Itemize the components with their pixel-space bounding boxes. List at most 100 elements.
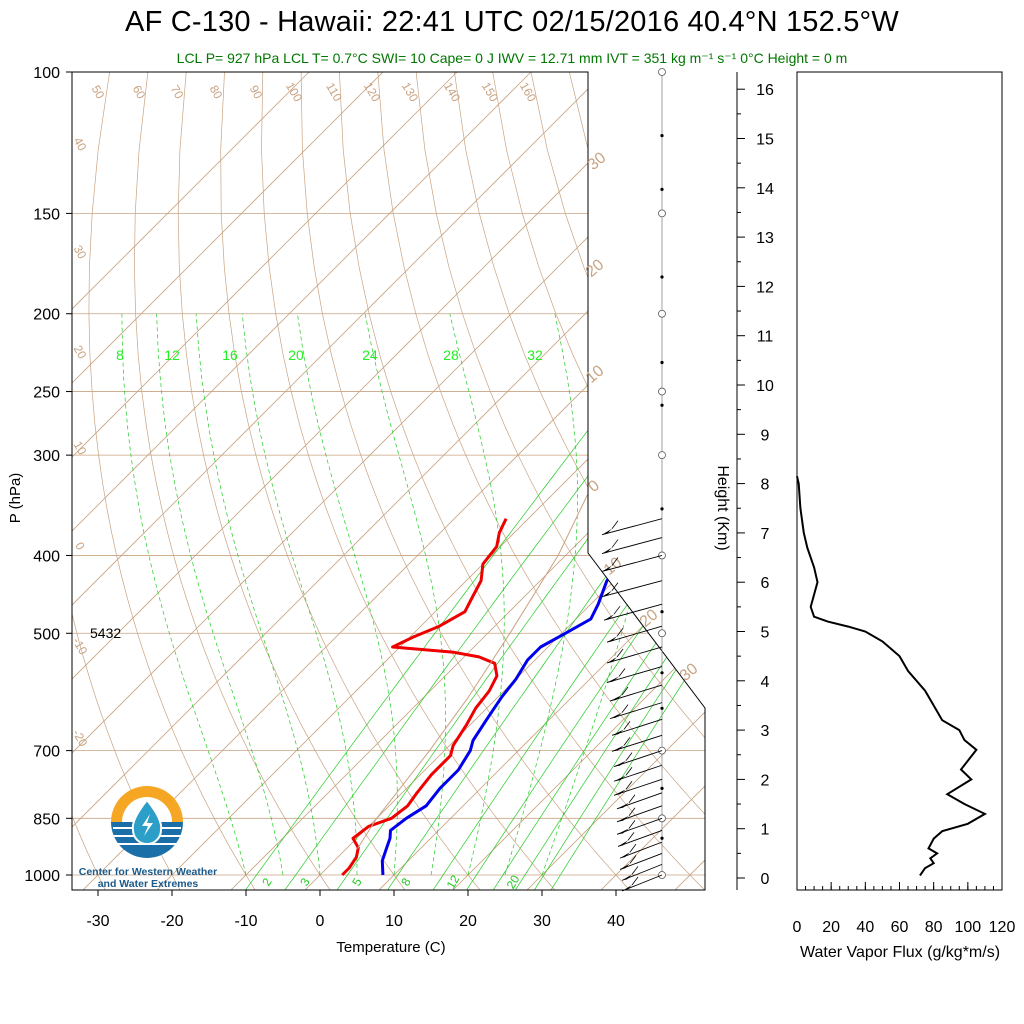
barb-dot bbox=[660, 507, 664, 511]
wind-barb-feather bbox=[611, 557, 619, 566]
wind-barb-flag bbox=[602, 547, 612, 554]
mixing-ratio-label: 32 bbox=[527, 347, 543, 363]
flux-frame bbox=[796, 71, 1003, 891]
theta-label-left: 30 bbox=[71, 243, 90, 262]
chart-title: AF C-130 - Hawaii: 22:41 UTC 02/15/2016 … bbox=[125, 6, 899, 38]
height-tick-label: 13 bbox=[756, 230, 774, 247]
flux-x-tick-label: 120 bbox=[989, 919, 1016, 936]
wind-barb-shaft bbox=[619, 853, 663, 870]
wind-barb-feather bbox=[611, 582, 619, 591]
theta-label-left: -20 bbox=[70, 727, 91, 749]
x-tick-label: -20 bbox=[160, 913, 183, 930]
y-axis-label: P (hPa) bbox=[7, 473, 24, 524]
wind-barb-feather bbox=[627, 832, 635, 841]
wind-barb-shaft bbox=[611, 718, 663, 736]
y-tick-label: 400 bbox=[33, 548, 60, 565]
chart-subtitle: LCL P= 927 hPa LCL T= 0.7°C SWI= 10 Cape… bbox=[176, 50, 848, 66]
x-tick-label: 30 bbox=[533, 913, 551, 930]
low-mixing-label: 20 bbox=[504, 872, 523, 891]
dry-adiabat-line bbox=[300, 72, 632, 890]
mixing-ratio-line bbox=[491, 313, 705, 890]
theta-label-right: 20 bbox=[583, 256, 608, 281]
isotherm-line bbox=[72, 72, 532, 890]
height-tick-label: 6 bbox=[761, 575, 770, 592]
theta-label-right: 30 bbox=[677, 660, 702, 685]
wind-barb-feather bbox=[616, 627, 624, 637]
wind-barb-feather bbox=[611, 539, 619, 548]
isotherm-line bbox=[302, 72, 705, 890]
y-tick-label: 200 bbox=[33, 307, 60, 324]
low-mixing-label: 3 bbox=[297, 875, 313, 888]
barb-dot bbox=[660, 275, 664, 279]
wind-barb-flag bbox=[607, 636, 617, 643]
barb-dot bbox=[660, 403, 664, 407]
wind-barb-feather bbox=[623, 721, 631, 730]
dry-adiabat-line bbox=[530, 72, 705, 890]
height-tick-label: 4 bbox=[761, 674, 770, 691]
wind-barb-flag bbox=[617, 828, 629, 835]
y-tick-label: 150 bbox=[33, 206, 60, 223]
wind-barb-flag bbox=[618, 840, 628, 847]
y-tick-label: 500 bbox=[33, 626, 60, 643]
dry-adiabat-line bbox=[220, 72, 482, 890]
moist-adiabat-line bbox=[297, 313, 398, 876]
low-mixing-label: 12 bbox=[444, 872, 463, 891]
barb-circle bbox=[658, 451, 666, 460]
height-tick-label: 10 bbox=[756, 378, 774, 395]
flux-x-tick-label: 0 bbox=[793, 919, 802, 936]
height-tick-label: 7 bbox=[761, 526, 770, 543]
dry-adiabat-label: 140 bbox=[441, 80, 463, 105]
skew-t-frame bbox=[66, 71, 706, 896]
flux-x-tick-label: 20 bbox=[822, 919, 840, 936]
wind-barb-feather bbox=[628, 820, 636, 829]
height-tick-label: 15 bbox=[756, 132, 774, 149]
y-tick-label: 850 bbox=[33, 811, 60, 828]
moist-adiabat-line bbox=[121, 313, 247, 876]
barb-dot bbox=[660, 187, 664, 191]
wind-barb-feather bbox=[629, 855, 637, 864]
wind-barb-feather bbox=[631, 876, 639, 886]
dry-adiabat-label: 110 bbox=[323, 80, 345, 104]
y-tick-label: 700 bbox=[33, 744, 60, 761]
wind-barb-feather bbox=[631, 866, 639, 875]
dry-adiabat-label: 60 bbox=[130, 83, 149, 102]
height-tick-label: 11 bbox=[757, 329, 774, 346]
wind-barb-feather bbox=[613, 605, 621, 615]
isotherm-line bbox=[154, 72, 705, 890]
wind-barb-flag bbox=[604, 614, 614, 621]
wind-barb-feather bbox=[625, 781, 633, 790]
dry-adiabat-line bbox=[645, 72, 705, 890]
dry-adiabat-label: 160 bbox=[517, 80, 539, 105]
x-tick-label: -30 bbox=[86, 913, 109, 930]
wind-barb-flag bbox=[602, 565, 612, 572]
height-tick-label: 0 bbox=[761, 871, 770, 888]
barb-dot bbox=[660, 610, 664, 614]
mixing-ratio-line bbox=[243, 313, 678, 890]
mixing-ratio-line bbox=[431, 313, 705, 890]
wind-barb-flag bbox=[620, 863, 630, 870]
wind-barb-flag bbox=[610, 695, 622, 702]
x-axis-label: Temperature (C) bbox=[336, 939, 445, 956]
plot-frame bbox=[71, 71, 706, 891]
y-tick-label: 250 bbox=[33, 385, 60, 402]
wind-barb-feather bbox=[616, 648, 624, 658]
wind-barb-flag bbox=[617, 802, 629, 809]
moist-adiabat-line bbox=[449, 313, 505, 876]
dry-adiabat-line bbox=[415, 72, 705, 890]
x-tick-label: 20 bbox=[459, 913, 477, 930]
isotherm-line bbox=[72, 72, 705, 890]
wind-barb-feather bbox=[623, 737, 631, 746]
wind-barb-shaft bbox=[601, 537, 663, 555]
wind-barb-flag bbox=[620, 852, 630, 859]
dry-adiabat-label: 130 bbox=[399, 80, 421, 105]
skew-t-background bbox=[72, 72, 705, 890]
isotherm-line bbox=[72, 72, 705, 890]
dry-adiabat-line bbox=[339, 72, 705, 890]
low-mixing-label: 2 bbox=[259, 875, 275, 888]
dry-adiabat-line bbox=[261, 72, 557, 890]
theta-label-left: 20 bbox=[71, 343, 90, 362]
dry-adiabat-label: 80 bbox=[207, 83, 226, 102]
isotherm-line bbox=[72, 72, 384, 890]
flux-x-tick-label: 60 bbox=[891, 919, 909, 936]
